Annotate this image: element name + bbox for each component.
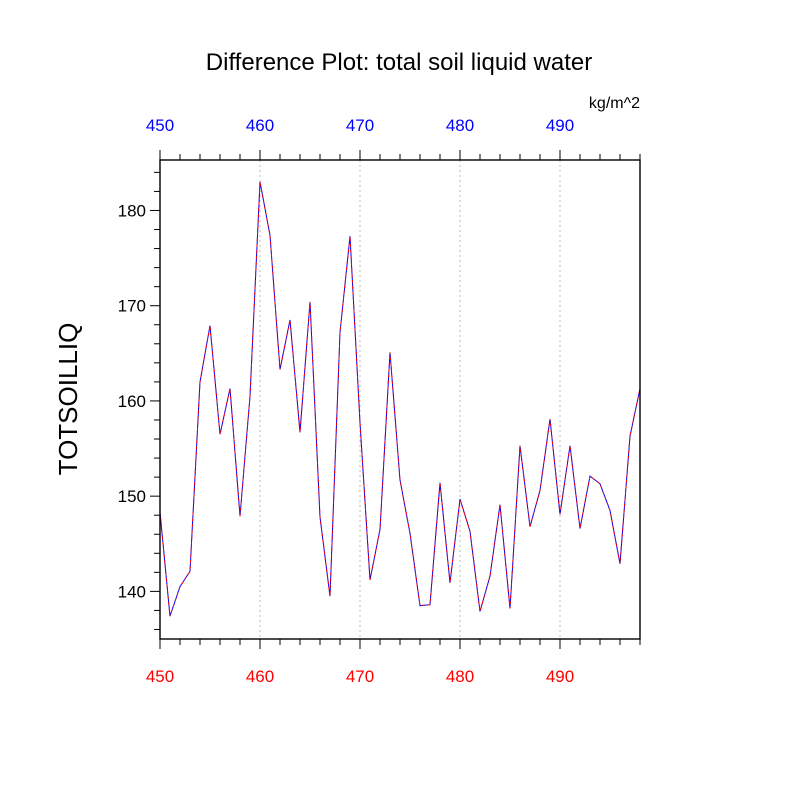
plot-frame [159,159,641,640]
series-1-line [159,181,641,617]
units-label: kg/m^2 [589,95,640,112]
x-tick-label-top: 480 [446,116,474,135]
x-tick-label-top: 450 [146,116,174,135]
y-tick-label: 170 [118,297,146,316]
y-tick-label: 150 [118,487,146,506]
x-tick-label-bottom: 480 [446,667,474,686]
x-tick-label-top: 460 [246,116,274,135]
y-tick-label: 140 [118,582,146,601]
grid-lines [259,160,561,639]
y-axis-label: TOTSOILLIQ [53,323,83,476]
y-tick-label: 180 [118,201,146,220]
x-tick-label-bottom: 460 [246,667,274,686]
x-tick-label-bottom: 490 [546,667,574,686]
y-tick-label: 160 [118,392,146,411]
x-tick-label-top: 490 [546,116,574,135]
axis-tick-labels: 450 460 470 480 490 450 460 470 480 490 140 150 160 1… [118,116,575,686]
chart-title: Difference Plot: total soil liquid water [206,49,592,76]
series-group [159,181,641,617]
x-tick-label-bottom: 470 [346,667,374,686]
series-2-line [159,181,641,617]
x-tick-label-bottom: 450 [146,667,174,686]
x-tick-label-top: 470 [346,116,374,135]
axis-ticks [150,150,641,649]
